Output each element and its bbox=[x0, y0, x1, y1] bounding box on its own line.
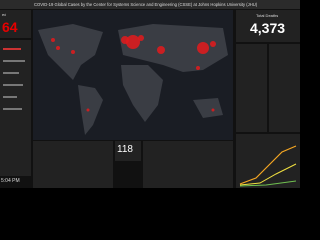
info-panel bbox=[33, 141, 113, 188]
deaths-list bbox=[236, 44, 267, 132]
dashboard: COVID-19 Global Cases by the Center for … bbox=[0, 0, 300, 188]
deaths-label: Total Deaths bbox=[256, 13, 279, 18]
land-south-america bbox=[78, 85, 103, 135]
recovered-list bbox=[269, 44, 300, 132]
trend-line bbox=[239, 180, 297, 187]
case-marker bbox=[71, 50, 75, 54]
case-marker bbox=[211, 108, 215, 112]
countries-panel: 118 bbox=[115, 141, 141, 161]
updated-time: 5:04 PM bbox=[1, 178, 20, 184]
case-marker bbox=[126, 35, 140, 49]
case-marker bbox=[210, 41, 216, 47]
land-north-america bbox=[38, 24, 103, 80]
case-marker bbox=[197, 42, 209, 54]
deaths-value: 4,373 bbox=[250, 20, 286, 36]
trend-line bbox=[239, 163, 297, 186]
land-eurasia bbox=[118, 24, 228, 72]
list-row bbox=[3, 108, 22, 110]
list-row bbox=[3, 96, 17, 98]
deaths-panel: Total Deaths 4,373 bbox=[236, 10, 300, 42]
trend-chart bbox=[236, 134, 300, 188]
land-africa bbox=[121, 65, 163, 122]
header-title: COVID-19 Global Cases by the Center for … bbox=[34, 2, 258, 7]
header-bar: COVID-19 Global Cases by the Center for … bbox=[0, 0, 300, 9]
case-marker bbox=[51, 38, 55, 42]
list-row bbox=[3, 48, 21, 50]
list-row bbox=[3, 60, 25, 62]
notes-panel bbox=[143, 141, 233, 188]
case-marker bbox=[138, 35, 144, 41]
case-marker bbox=[196, 66, 200, 70]
trend-line bbox=[239, 145, 297, 185]
countries-value: 118 bbox=[117, 144, 133, 155]
chart-bg bbox=[236, 134, 300, 188]
land-australia bbox=[193, 98, 223, 118]
case-marker bbox=[121, 36, 129, 44]
list-row bbox=[3, 72, 19, 74]
case-marker bbox=[86, 108, 90, 112]
case-marker bbox=[56, 46, 60, 50]
confirmed-label: ed bbox=[2, 12, 7, 17]
country-list bbox=[0, 40, 31, 176]
map bbox=[33, 10, 233, 140]
confirmed-value: 64 bbox=[2, 19, 18, 35]
case-markers bbox=[51, 35, 216, 112]
confirmed-panel: ed 64 bbox=[0, 10, 31, 38]
list-row bbox=[3, 84, 23, 86]
case-marker bbox=[157, 46, 165, 54]
